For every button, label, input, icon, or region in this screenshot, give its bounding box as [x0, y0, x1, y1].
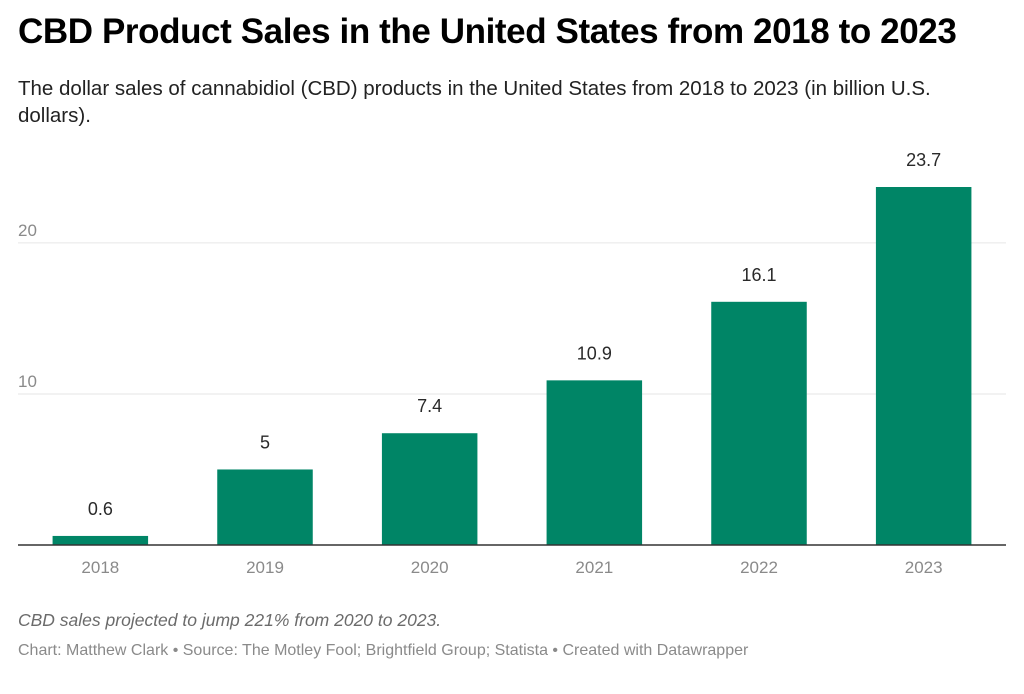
x-tick-label: 2022: [740, 558, 778, 577]
x-tick-label: 2023: [905, 558, 943, 577]
bar: [52, 535, 149, 545]
bars: [52, 187, 972, 545]
value-label: 7.4: [417, 396, 442, 416]
y-tick-label: 20: [18, 221, 37, 240]
bar: [875, 187, 972, 545]
value-label: 5: [260, 432, 270, 452]
gridlines: [18, 242, 1006, 395]
bar: [711, 301, 807, 545]
bar: [381, 433, 478, 545]
x-tick-label: 2020: [411, 558, 449, 577]
value-label: 16.1: [741, 265, 776, 285]
y-tick-label: 10: [18, 372, 37, 391]
x-tick-label: 2018: [81, 558, 119, 577]
chart-title: CBD Product Sales in the United States f…: [18, 12, 957, 51]
chart-credits: Chart: Matthew Clark • Source: The Motle…: [18, 642, 749, 659]
value-label: 0.6: [88, 499, 113, 519]
value-label: 10.9: [577, 343, 612, 363]
x-tick-label: 2021: [575, 558, 613, 577]
bar: [217, 469, 313, 545]
x-tick-label: 2019: [246, 558, 284, 577]
labels: 10 20 0.6 2018 5 2019 7.4 2020 10.9 2021 16.1 2022 2…: [18, 150, 943, 577]
chart-note: CBD sales projected to jump 221% from 20…: [18, 610, 442, 630]
chart-subtitle: The dollar sales of cannabidiol (CBD) pr…: [18, 77, 931, 127]
bar: [546, 380, 643, 545]
value-label: 23.7: [906, 150, 941, 170]
